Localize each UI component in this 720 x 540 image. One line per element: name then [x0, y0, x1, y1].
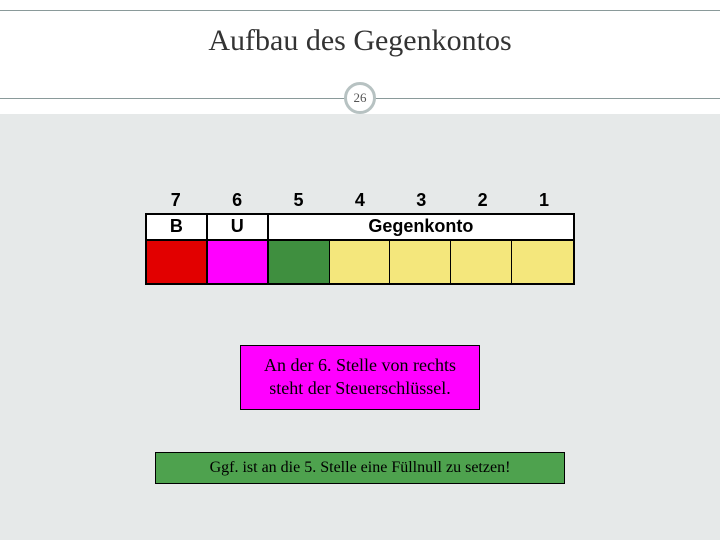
position-number: 5 [268, 190, 329, 213]
slide-number-badge: 26 [344, 82, 376, 114]
color-cell-3 [390, 241, 451, 283]
callout-fuellnull: Ggf. ist an die 5. Stelle eine Füllnull … [155, 452, 565, 484]
position-number: 2 [452, 190, 513, 213]
gegenkonto-table: 7 6 5 4 3 2 1 B U Gegenkonto [145, 190, 575, 285]
color-cell-4 [330, 241, 391, 283]
top-rule [0, 10, 720, 11]
label-row: B U Gegenkonto [145, 213, 575, 241]
position-number: 7 [145, 190, 206, 213]
color-row [145, 241, 575, 285]
position-number: 6 [206, 190, 267, 213]
color-cell-1 [512, 241, 573, 283]
callout-steuerschluessel: An der 6. Stelle von rechts steht der St… [240, 345, 480, 410]
position-number: 1 [513, 190, 574, 213]
slide: Aufbau des Gegenkontos 26 7 6 5 4 3 2 1 … [0, 0, 720, 540]
position-number: 4 [329, 190, 390, 213]
color-cell-7 [147, 241, 208, 283]
position-number-row: 7 6 5 4 3 2 1 [145, 190, 575, 213]
label-b: B [147, 215, 208, 239]
slide-title: Aufbau des Gegenkontos [0, 24, 720, 58]
color-cell-2 [451, 241, 512, 283]
position-number: 3 [391, 190, 452, 213]
label-gegenkonto: Gegenkonto [269, 215, 573, 239]
color-cell-5 [269, 241, 330, 283]
slide-number-row: 26 [0, 82, 720, 114]
label-u: U [208, 215, 269, 239]
color-cell-6 [208, 241, 269, 283]
